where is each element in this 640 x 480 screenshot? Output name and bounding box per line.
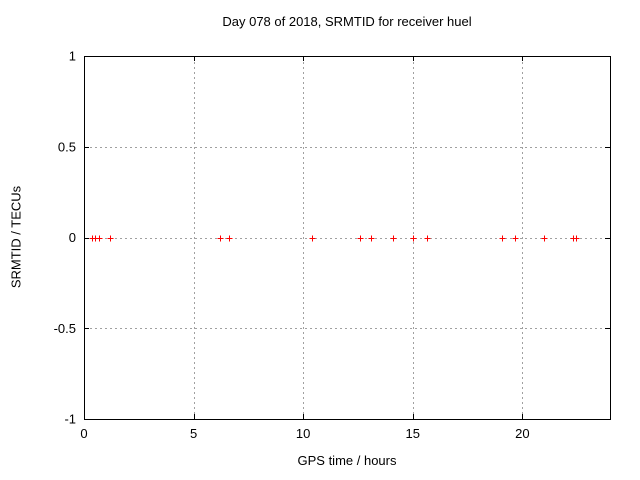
- data-point-marker: [499, 235, 506, 242]
- y-tick-label: 1: [69, 49, 76, 64]
- data-point-marker: [96, 235, 103, 242]
- data-point-marker: [217, 235, 224, 242]
- data-point-marker: [573, 235, 580, 242]
- data-point-marker: [512, 235, 519, 242]
- data-point-marker: [357, 235, 364, 242]
- y-tick-label: -1: [64, 412, 76, 427]
- chart-title: Day 078 of 2018, SRMTID for receiver hue…: [222, 14, 472, 29]
- data-point-marker: [390, 235, 397, 242]
- x-axis-label: GPS time / hours: [297, 453, 397, 468]
- y-tick-label: 0.5: [58, 139, 76, 154]
- x-tick-label: 10: [296, 426, 310, 441]
- data-point-marker: [309, 235, 316, 242]
- data-point-marker: [226, 235, 233, 242]
- data-point-marker: [541, 235, 548, 242]
- y-tick-label: -0.5: [54, 321, 76, 336]
- x-tick-label: 5: [190, 426, 197, 441]
- data-point-marker: [410, 235, 417, 242]
- x-tick-label: 0: [80, 426, 87, 441]
- data-point-marker: [107, 235, 114, 242]
- data-point-marker: [424, 235, 431, 242]
- y-tick-label: 0: [69, 230, 76, 245]
- data-point-marker: [368, 235, 375, 242]
- x-tick-label: 15: [406, 426, 420, 441]
- x-tick-label: 20: [515, 426, 529, 441]
